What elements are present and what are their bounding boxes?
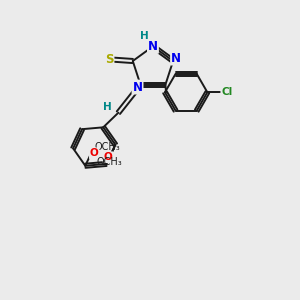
Text: N: N <box>148 40 158 53</box>
Text: O: O <box>90 148 99 158</box>
Text: OCH₃: OCH₃ <box>94 142 120 152</box>
Text: Cl: Cl <box>221 87 233 97</box>
Text: N: N <box>133 81 142 94</box>
Text: methoxy: methoxy <box>89 148 96 149</box>
Text: OCH₃: OCH₃ <box>96 157 122 167</box>
Text: O: O <box>103 152 112 162</box>
Text: N: N <box>171 52 181 64</box>
Text: H: H <box>103 102 112 112</box>
Text: S: S <box>105 53 113 66</box>
Text: H: H <box>140 31 148 41</box>
